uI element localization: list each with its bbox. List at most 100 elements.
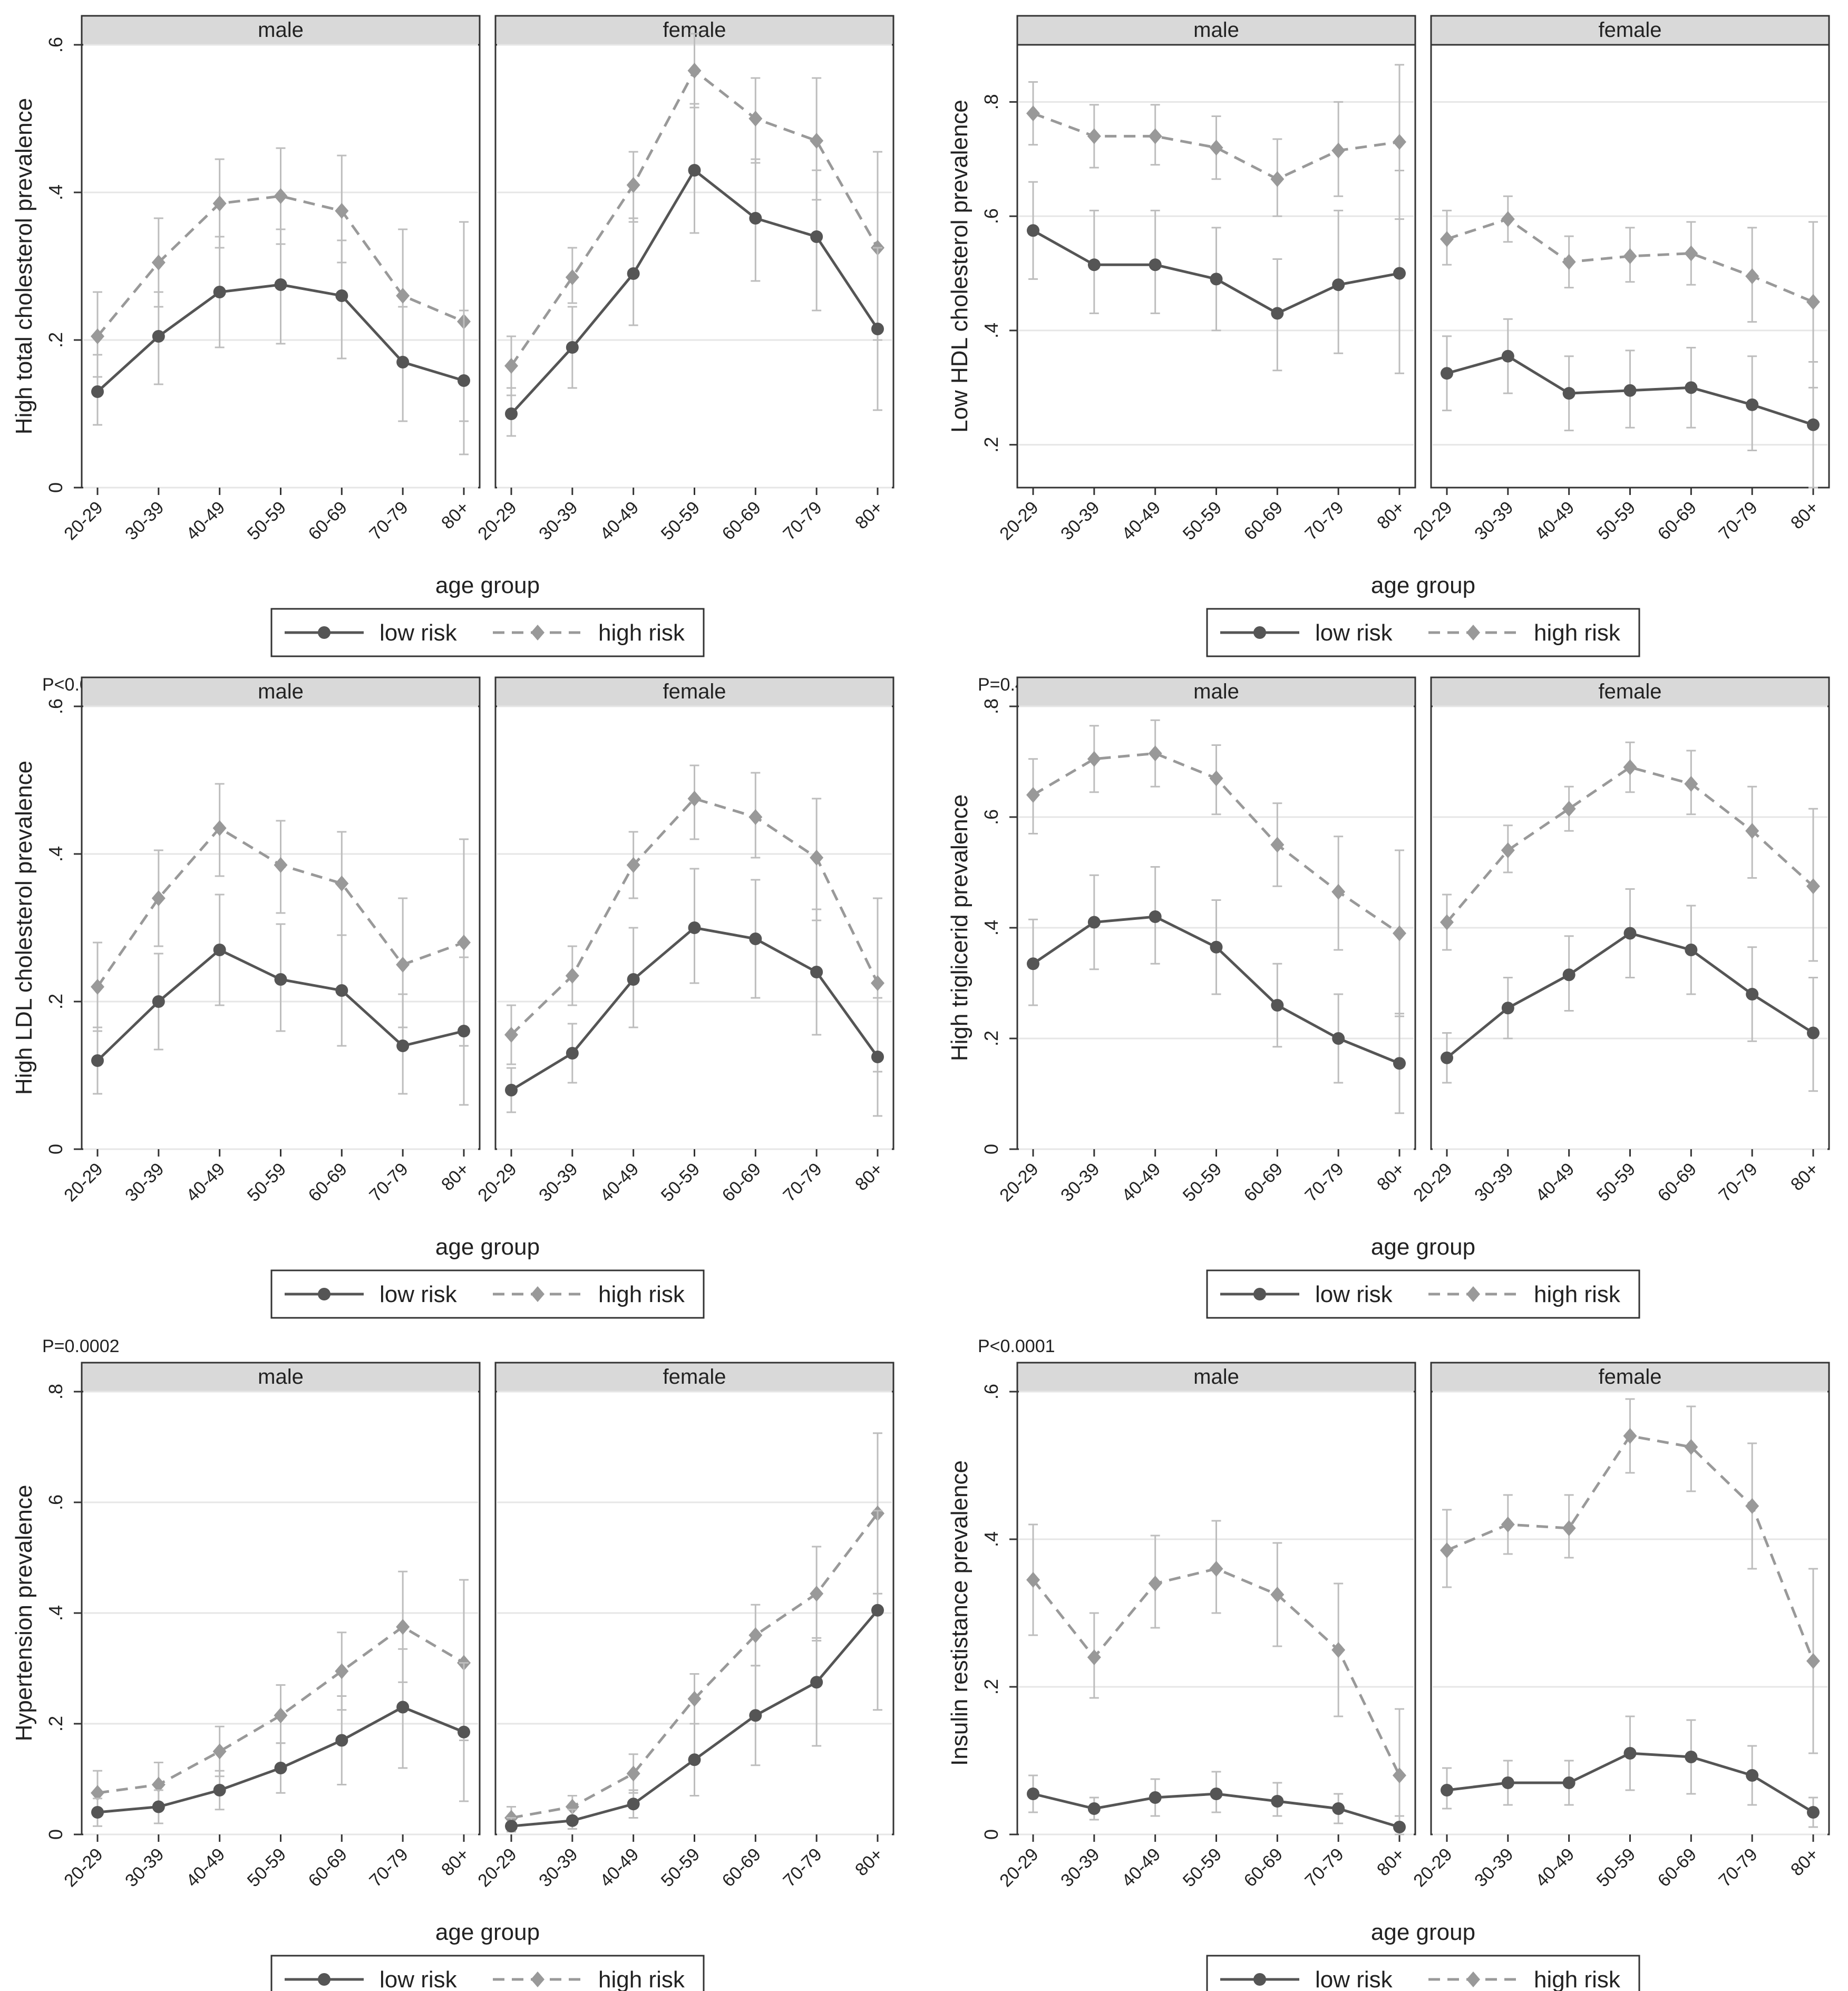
x-tick-label: 20-29 [60,1159,106,1206]
low-risk-point [91,385,104,398]
high-risk-point [1026,1572,1040,1588]
y-axis-label: High total cholesterol prevalence [11,98,37,434]
chart-5: Hypertension prevalence 0 .2 .4 .6 .8 male 20-2… [11,1362,894,1991]
low-risk-point [1562,387,1575,400]
low-risk-point [1210,1788,1223,1800]
x-tick-label: 60-69 [718,1159,765,1206]
x-tick-label: 80+ [437,1844,473,1880]
x-tick-label: 70-79 [1301,498,1347,544]
y-axis-label: Low HDL cholesterol prevalence [947,100,972,433]
legend-high-marker [1466,1971,1480,1987]
high-risk-point [504,358,518,374]
low-risk-point [1271,999,1284,1012]
low-risk-point [1149,258,1162,271]
y-tick-label: .6 [45,37,66,53]
high-risk-point [91,328,104,344]
y-tick-label: .2 [980,437,1002,453]
x-tick-label: 70-79 [1715,1844,1761,1891]
x-axis-label: age group [435,572,540,598]
panel-female: female 20-29 30-39 40-49 50-59 60-69 70-79 80+ [1409,15,1830,544]
facet-strip [1016,15,1416,46]
high-risk-point [335,876,349,891]
x-tick-label: 40-49 [1532,498,1578,544]
low-risk-point [1393,1821,1406,1833]
panel-male: male 20-29 30-39 40-49 50-59 60-69 70-79 80+ [996,676,1416,1206]
y-tick-label: 0 [45,1144,66,1154]
x-tick-label: 50-59 [657,1159,704,1206]
legend-box [1206,1955,1640,1991]
low-risk-point [458,1025,470,1037]
high-risk-point [1562,1520,1576,1536]
panel-male: male 20-29 30-39 40-49 50-59 60-69 70-79 80+ [60,1362,481,1891]
high-risk-point [1393,925,1406,941]
low-risk-point [810,1676,823,1689]
high-risk-point [565,269,579,285]
high-risk-point [871,975,884,991]
high-risk-point [274,188,288,204]
facet-label: female [663,680,726,703]
low-risk-point [1027,224,1039,237]
x-tick-label: 80+ [1787,1159,1823,1195]
y-tick-label: 0 [45,482,66,493]
chart-6: Insulin restistance prevalence0.2.4.6mal… [947,1362,1830,1991]
high-risk-point [1209,770,1223,786]
low-risk-point [458,374,470,387]
low-risk-point [810,966,823,978]
high-risk-point [1331,1642,1346,1658]
x-axis-label: age group [435,1919,540,1945]
facet-strip [1430,676,1830,707]
panel-male: male 20-29 30-39 40-49 50-59 60-69 70-79 80+ [996,1362,1416,1891]
x-tick-label: 50-59 [1179,1159,1225,1206]
facet-strip [81,676,481,707]
y-axis-label: Hypertension prevalence [11,1485,37,1742]
x-tick-label: 20-29 [996,498,1042,544]
low-risk-point [505,1820,518,1833]
x-tick-label: 30-39 [535,1159,581,1206]
high-risk-point [1331,883,1346,900]
high-risk-point [212,820,227,836]
y-tick-label: .2 [45,332,66,348]
high-risk-point [810,850,824,866]
low-risk-point [152,995,165,1008]
legend-low-label: low risk [1315,1967,1393,1991]
high-risk-point [1562,254,1576,270]
low-risk-point [1685,944,1698,956]
high-risk-point [91,979,104,995]
y-tick-label: .2 [980,1679,1002,1695]
facet-label: male [258,1365,304,1388]
low-risk-point [396,356,410,368]
x-tick-label: 70-79 [365,1844,412,1891]
high-risk-point [565,968,579,984]
y-tick-label: .4 [45,184,66,200]
low-risk-point [1501,1002,1514,1015]
x-tick-label: 50-59 [1593,1844,1639,1891]
legend-low-label: low risk [380,1967,458,1991]
high-risk-point [1148,745,1162,762]
low-risk-point [749,933,762,945]
x-tick-label: 20-29 [474,1844,520,1891]
low-risk-point [1332,1802,1345,1815]
facet-strip [81,1362,481,1393]
facet-strip [494,1362,894,1393]
high-risk-point [1331,142,1346,159]
legend-high-marker [531,1286,544,1302]
facet-strip [1430,15,1830,46]
x-tick-label: 50-59 [1179,498,1225,544]
facet-label: male [258,680,304,703]
facet-label: female [1598,1365,1661,1388]
high-risk-point [1270,837,1285,853]
low-risk-point [152,1800,165,1813]
low-risk-point [566,1047,579,1060]
x-tick-label: 40-49 [182,498,229,544]
y-tick-label: .4 [45,846,66,862]
facet-label: male [258,18,304,42]
x-tick-label: 60-69 [718,498,765,544]
high-risk-point [335,1663,349,1679]
high-risk-point [1501,842,1515,858]
x-tick-label: 60-69 [305,1159,351,1206]
legend-low-marker [318,1973,330,1986]
low-risk-point [396,1701,410,1714]
low-risk-point [871,1051,884,1063]
high-risk-point [274,1707,288,1724]
low-risk-point [1685,1751,1698,1763]
